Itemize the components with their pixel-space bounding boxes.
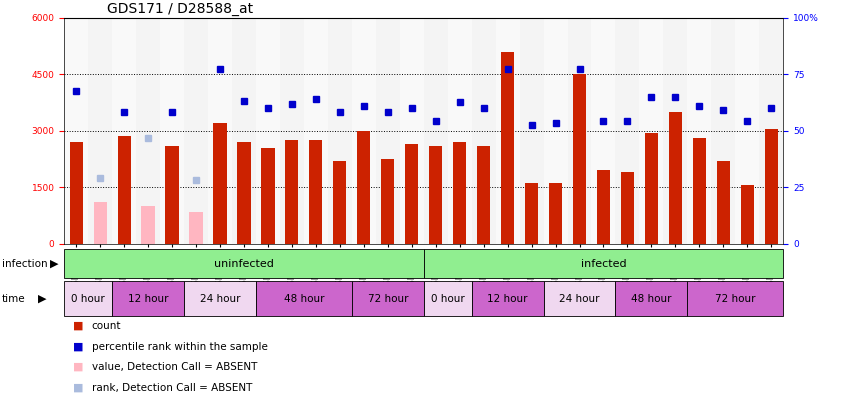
- Bar: [237, 142, 251, 244]
- Bar: [759, 18, 783, 244]
- Bar: [405, 144, 419, 244]
- Text: 24 hour: 24 hour: [559, 293, 600, 304]
- Text: time: time: [2, 293, 26, 304]
- Bar: [568, 18, 591, 244]
- Bar: [573, 74, 586, 244]
- Bar: [69, 142, 83, 244]
- Bar: [501, 51, 514, 244]
- Text: ▶: ▶: [38, 293, 46, 304]
- Bar: [285, 140, 299, 244]
- Bar: [213, 123, 227, 244]
- Text: ■: ■: [73, 341, 83, 352]
- Bar: [376, 18, 400, 244]
- Bar: [304, 18, 328, 244]
- Text: count: count: [92, 321, 121, 331]
- Bar: [520, 18, 544, 244]
- Bar: [615, 281, 687, 316]
- Bar: [549, 183, 562, 244]
- Text: 72 hour: 72 hour: [715, 293, 756, 304]
- Bar: [136, 18, 160, 244]
- Bar: [112, 281, 184, 316]
- Bar: [256, 281, 352, 316]
- Text: ■: ■: [73, 321, 83, 331]
- Bar: [621, 172, 634, 244]
- Text: 48 hour: 48 hour: [283, 293, 324, 304]
- Bar: [424, 281, 472, 316]
- Bar: [256, 18, 280, 244]
- Bar: [309, 140, 323, 244]
- Text: 72 hour: 72 hour: [367, 293, 408, 304]
- Bar: [261, 148, 275, 244]
- Bar: [64, 281, 112, 316]
- Text: uninfected: uninfected: [214, 259, 274, 269]
- Bar: [333, 161, 347, 244]
- Text: percentile rank within the sample: percentile rank within the sample: [92, 341, 267, 352]
- Text: 48 hour: 48 hour: [631, 293, 672, 304]
- Bar: [591, 18, 615, 244]
- Bar: [716, 161, 730, 244]
- Bar: [141, 206, 155, 244]
- Bar: [117, 136, 131, 244]
- Bar: [208, 18, 232, 244]
- Bar: [477, 146, 490, 244]
- Bar: [544, 18, 568, 244]
- Text: ■: ■: [73, 362, 83, 372]
- Text: 0 hour: 0 hour: [71, 293, 105, 304]
- Text: value, Detection Call = ABSENT: value, Detection Call = ABSENT: [92, 362, 257, 372]
- Bar: [160, 18, 184, 244]
- Bar: [496, 18, 520, 244]
- Bar: [93, 202, 107, 244]
- Text: 12 hour: 12 hour: [487, 293, 528, 304]
- Bar: [189, 211, 203, 244]
- Bar: [448, 18, 472, 244]
- Bar: [453, 142, 467, 244]
- Bar: [669, 112, 682, 244]
- Text: infection: infection: [2, 259, 47, 269]
- Bar: [687, 281, 783, 316]
- Text: rank, Detection Call = ABSENT: rank, Detection Call = ABSENT: [92, 383, 252, 393]
- Bar: [280, 18, 304, 244]
- Text: infected: infected: [580, 259, 627, 269]
- Bar: [429, 146, 443, 244]
- Bar: [687, 18, 711, 244]
- Bar: [357, 131, 371, 244]
- Bar: [352, 18, 376, 244]
- Text: ■: ■: [73, 383, 83, 393]
- Bar: [400, 18, 424, 244]
- Bar: [232, 18, 256, 244]
- Bar: [639, 18, 663, 244]
- Bar: [472, 281, 544, 316]
- Bar: [64, 249, 424, 278]
- Bar: [645, 133, 658, 244]
- Bar: [88, 18, 112, 244]
- Text: ▶: ▶: [50, 259, 58, 269]
- Bar: [711, 18, 735, 244]
- Bar: [112, 18, 136, 244]
- Bar: [424, 18, 448, 244]
- Text: 24 hour: 24 hour: [199, 293, 241, 304]
- Bar: [472, 18, 496, 244]
- Text: 0 hour: 0 hour: [431, 293, 465, 304]
- Text: 12 hour: 12 hour: [128, 293, 169, 304]
- Bar: [735, 18, 759, 244]
- Bar: [597, 170, 610, 244]
- Bar: [184, 18, 208, 244]
- Bar: [328, 18, 352, 244]
- Bar: [424, 249, 783, 278]
- Bar: [525, 183, 538, 244]
- Bar: [381, 159, 395, 244]
- Text: GDS171 / D28588_at: GDS171 / D28588_at: [107, 2, 253, 16]
- Bar: [663, 18, 687, 244]
- Bar: [764, 129, 778, 244]
- Bar: [64, 18, 88, 244]
- Bar: [615, 18, 639, 244]
- Bar: [165, 146, 179, 244]
- Bar: [544, 281, 615, 316]
- Bar: [352, 281, 424, 316]
- Bar: [693, 138, 706, 244]
- Bar: [740, 185, 754, 244]
- Bar: [184, 281, 256, 316]
